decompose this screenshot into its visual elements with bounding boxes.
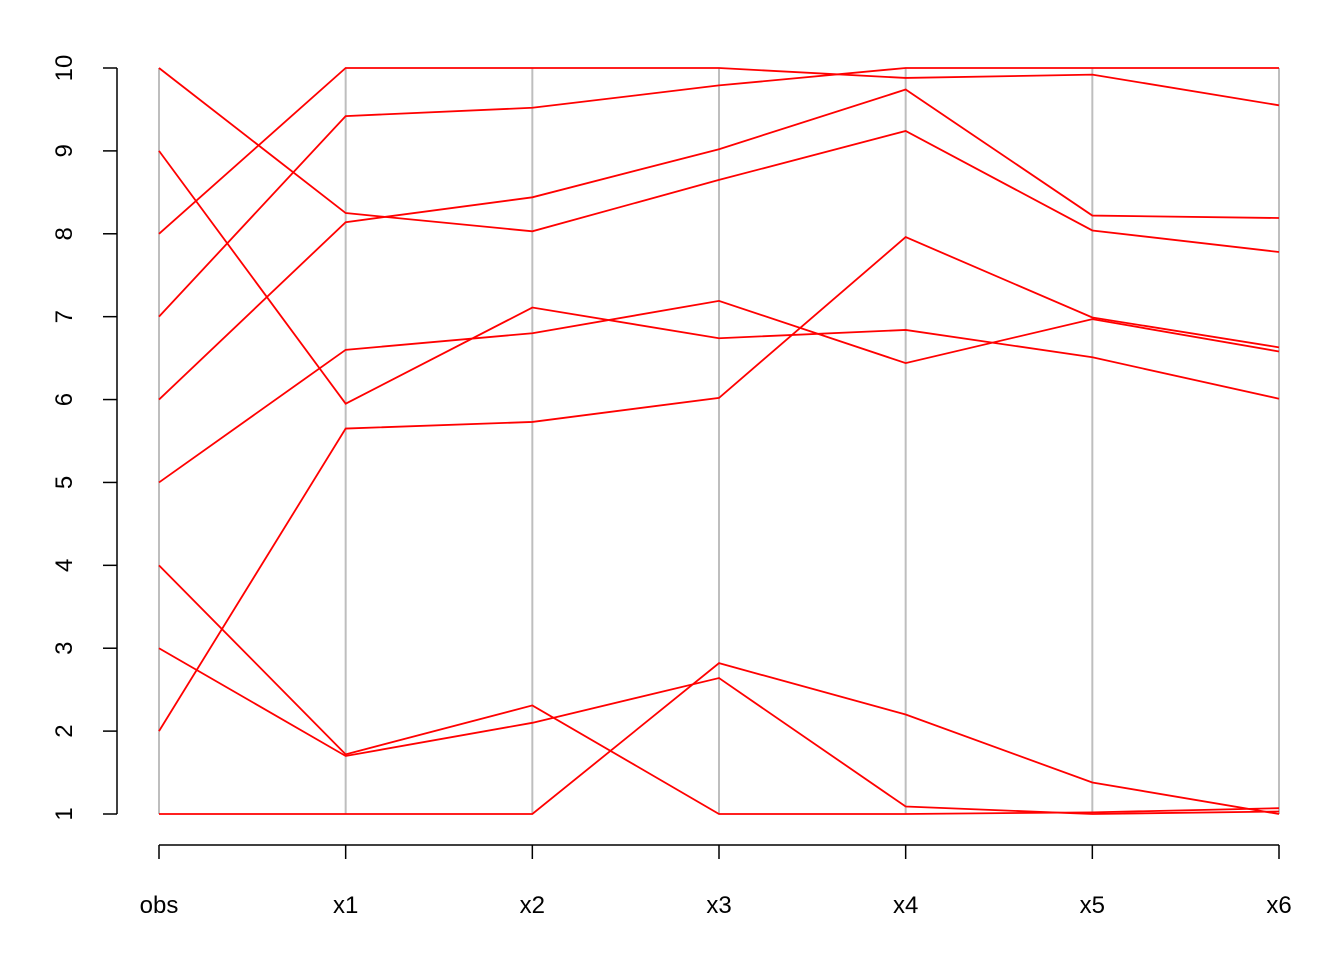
y-tick-label: 3: [51, 642, 78, 655]
y-tick-label: 6: [51, 393, 78, 406]
series-line: [158, 67, 1280, 235]
x-tick-label: obs: [140, 892, 179, 919]
x-tick-label: x3: [706, 892, 731, 919]
y-tick-label: 10: [51, 55, 78, 82]
series-line: [158, 88, 1280, 401]
series-line: [158, 67, 1280, 253]
y-tick-label: 4: [51, 559, 78, 572]
y-tick-label: 9: [51, 144, 78, 157]
y-tick-label: 7: [51, 310, 78, 323]
x-tick-label: x2: [520, 892, 545, 919]
x-tick-label: x5: [1080, 892, 1105, 919]
series-line: [158, 150, 1280, 405]
y-tick-label: 5: [51, 476, 78, 489]
x-tick-label: x4: [893, 892, 918, 919]
series-line: [158, 299, 1280, 484]
x-tick-label: x1: [333, 892, 358, 919]
series-line: [158, 647, 1280, 815]
y-tick-label: 8: [51, 227, 78, 240]
y-tick-label: 2: [51, 724, 78, 737]
series-line: [158, 564, 1280, 815]
series-line: [158, 67, 1279, 318]
series-line: [158, 236, 1280, 732]
y-tick-label: 1: [51, 807, 78, 820]
series-line: [159, 662, 1280, 815]
x-tick-label: x6: [1266, 892, 1291, 919]
